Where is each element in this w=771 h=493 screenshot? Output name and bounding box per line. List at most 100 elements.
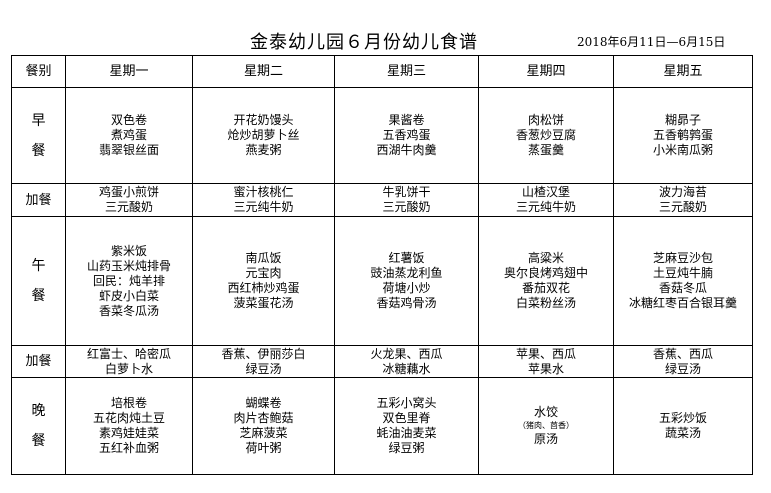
dish: 白菜粉丝汤 bbox=[515, 296, 576, 310]
menu-cell: 双色卷 煮鸡蛋 翡翠银丝面 bbox=[65, 87, 193, 184]
dish: 番茄双花 bbox=[521, 281, 570, 295]
dish: 炝炒胡萝卜丝 bbox=[227, 128, 300, 142]
dish: 香菇鸡骨汤 bbox=[376, 296, 437, 310]
dish: 三元纯牛奶 bbox=[233, 200, 294, 214]
dish: 南瓜饭 bbox=[245, 251, 282, 265]
dish: 蚝油油麦菜 bbox=[376, 426, 437, 440]
dish: 五香鸡蛋 bbox=[382, 128, 431, 142]
menu-cell: 高粱米 奥尔良烤鸡翅中 番茄双花 白菜粉丝汤 bbox=[478, 216, 614, 346]
page-title: 金泰幼儿园６月份幼儿食谱 bbox=[250, 32, 478, 53]
menu-cell: 波力海苔 三元酸奶 bbox=[613, 183, 753, 217]
meal-row: 加餐 红富士、哈密瓜 白萝卜水 香蕉、伊丽莎白 绿豆汤 火龙果、西瓜 冰糖藕水 苹果、西瓜 苹果… bbox=[11, 345, 753, 378]
dish: 豉油蒸龙利鱼 bbox=[370, 266, 443, 280]
dish: 三元酸奶 bbox=[658, 200, 707, 214]
dish: 回民：炖羊排 bbox=[92, 273, 165, 288]
meal-row: 晚餐 培根卷 五花肉炖土豆 素鸡娃娃菜 五红补血粥 蝴蝶卷 肉片杏鲍菇 芝麻菠菜 荷叶粥 五彩小窝… bbox=[11, 377, 753, 475]
dish: 香菜冬瓜汤 bbox=[98, 303, 159, 318]
menu-cell: 蜜汁核桃仁 三元纯牛奶 bbox=[192, 183, 335, 217]
dish: 虾皮小白菜 bbox=[98, 288, 159, 303]
meal-label: 晚餐 bbox=[11, 377, 66, 475]
dish: 白萝卜水 bbox=[104, 361, 153, 376]
menu-cell: 肉松饼 香葱炒豆腐 蒸蛋羹 bbox=[478, 87, 614, 184]
dish: 香葱炒豆腐 bbox=[515, 128, 576, 142]
dish: 牛乳饼干 bbox=[382, 185, 431, 199]
menu-cell: 山楂汉堡 三元纯牛奶 bbox=[478, 183, 614, 217]
dish: 三元酸奶 bbox=[382, 200, 431, 214]
menu-cell: 糊昴子 五香鹌鹑蛋 小米南瓜粥 bbox=[613, 87, 753, 184]
menu-cell: 蝴蝶卷 肉片杏鲍菇 芝麻菠菜 荷叶粥 bbox=[192, 377, 335, 475]
menu-cell: 红薯饭 豉油蒸龙利鱼 荷塘小炒 香菇鸡骨汤 bbox=[334, 216, 479, 346]
dish: 绿豆汤 bbox=[245, 361, 282, 376]
meal-label-line: 加餐 bbox=[25, 192, 52, 208]
dish: 西红柿炒鸡蛋 bbox=[227, 281, 300, 295]
meal-label-line: 餐 bbox=[31, 142, 46, 159]
dish: 荷叶粥 bbox=[245, 441, 282, 455]
dish: 山楂汉堡 bbox=[521, 185, 570, 199]
menu-table: 餐别 星期一 星期二 星期三 星期四 星期五 早餐双色卷 煮鸡蛋 翡翠银丝面 开花奶馒… bbox=[11, 55, 753, 475]
dish: 煮鸡蛋 bbox=[110, 128, 147, 142]
meal-label: 午餐 bbox=[11, 216, 66, 346]
dish: 芝麻豆沙包 bbox=[652, 251, 713, 265]
meal-row: 早餐双色卷 煮鸡蛋 翡翠银丝面 开花奶馒头 炝炒胡萝卜丝 燕麦粥 果酱卷 五香鸡蛋 西湖牛肉羹肉… bbox=[11, 87, 753, 184]
dish: 绿豆粥 bbox=[388, 441, 425, 455]
dish: 香菇冬瓜 bbox=[658, 281, 707, 295]
dish: 糊昴子 bbox=[664, 113, 701, 127]
dish: 水饺 bbox=[533, 405, 558, 419]
dish: 红富士、哈密瓜 bbox=[86, 346, 171, 361]
dish: 高粱米 bbox=[527, 251, 564, 265]
dish: 香蕉、西瓜 bbox=[652, 346, 713, 361]
dish: 素鸡娃娃菜 bbox=[98, 426, 159, 440]
menu-cell: 南瓜饭 元宝肉 西红柿炒鸡蛋 菠菜蛋花汤 bbox=[192, 216, 335, 346]
dish: 绿豆汤 bbox=[664, 361, 701, 376]
meal-label-line: 餐 bbox=[31, 288, 46, 304]
meal-label-line: 加餐 bbox=[25, 354, 52, 369]
header-row: 餐别 星期一 星期二 星期三 星期四 星期五 bbox=[11, 55, 753, 88]
dish: 五花肉炖土豆 bbox=[92, 411, 165, 425]
day-header: 星期五 bbox=[613, 55, 753, 88]
dish: 冰糖红枣百合银耳羹 bbox=[628, 296, 737, 310]
dish: 三元酸奶 bbox=[104, 200, 153, 214]
meal-header: 餐别 bbox=[11, 55, 66, 88]
menu-cell: 水饺 （猪肉、茴香） 原汤 bbox=[478, 377, 614, 475]
dish: 苹果水 bbox=[527, 361, 564, 376]
menu-cell: 五彩小窝头 双色里脊 蚝油油麦菜 绿豆粥 bbox=[334, 377, 479, 475]
dish: 苹果、西瓜 bbox=[515, 346, 576, 361]
dish: 元宝肉 bbox=[245, 266, 282, 280]
dish: 小米南瓜粥 bbox=[652, 143, 713, 157]
dish: 火龙果、西瓜 bbox=[370, 346, 443, 361]
dish: 山药玉米炖排骨 bbox=[86, 258, 171, 273]
menu-cell: 芝麻豆沙包 土豆炖牛腩 香菇冬瓜 冰糖红枣百合银耳羹 bbox=[613, 216, 753, 346]
meal-label-line: 餐 bbox=[31, 433, 46, 449]
dish: （猪肉、茴香） bbox=[518, 421, 574, 430]
menu-cell: 开花奶馒头 炝炒胡萝卜丝 燕麦粥 bbox=[192, 87, 335, 184]
menu-cell: 香蕉、伊丽莎白 绿豆汤 bbox=[192, 345, 335, 378]
dish: 双色卷 bbox=[110, 113, 147, 127]
menu-cell: 香蕉、西瓜 绿豆汤 bbox=[613, 345, 753, 378]
meal-label: 加餐 bbox=[11, 183, 66, 217]
meal-row: 午餐 紫米饭 山药玉米炖排骨 回民：炖羊排 虾皮小白菜 香菜冬瓜汤 南瓜饭 元宝肉 西红柿炒鸡蛋… bbox=[11, 216, 753, 346]
dish: 紫米饭 bbox=[110, 243, 147, 258]
dish: 西湖牛肉羹 bbox=[376, 143, 437, 157]
dish: 肉片杏鲍菇 bbox=[233, 411, 294, 425]
meal-label: 加餐 bbox=[11, 345, 66, 378]
menu-cell: 果酱卷 五香鸡蛋 西湖牛肉羹 bbox=[334, 87, 479, 184]
dish: 蔬菜汤 bbox=[664, 426, 701, 440]
dish: 燕麦粥 bbox=[245, 143, 282, 157]
dish: 五红补血粥 bbox=[98, 441, 159, 455]
dish: 五香鹌鹑蛋 bbox=[652, 128, 713, 142]
menu-cell: 苹果、西瓜 苹果水 bbox=[478, 345, 614, 378]
day-header: 星期四 bbox=[478, 55, 614, 88]
dish: 开花奶馒头 bbox=[233, 113, 294, 127]
dish: 原汤 bbox=[533, 432, 558, 446]
day-header: 星期三 bbox=[334, 55, 479, 88]
day-header: 星期二 bbox=[192, 55, 335, 88]
dish: 三元纯牛奶 bbox=[515, 200, 576, 214]
dish: 蜜汁核桃仁 bbox=[233, 185, 294, 199]
dish: 荷塘小炒 bbox=[382, 281, 431, 295]
meal-label: 早餐 bbox=[11, 87, 66, 184]
meal-label-line: 午 bbox=[31, 258, 46, 274]
dish: 培根卷 bbox=[110, 396, 147, 410]
dish: 菠菜蛋花汤 bbox=[233, 296, 294, 310]
dish: 波力海苔 bbox=[658, 185, 707, 199]
menu-cell: 鸡蛋小煎饼 三元酸奶 bbox=[65, 183, 193, 217]
